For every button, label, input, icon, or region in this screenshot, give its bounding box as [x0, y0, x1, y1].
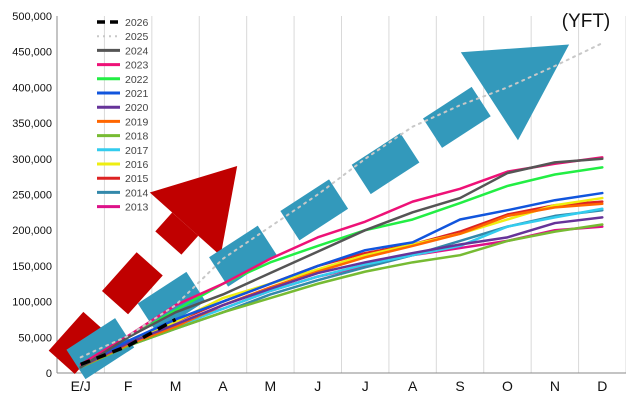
axes: 0 50,000 100,000 150,000 200,000 250,000 300,0…	[12, 11, 626, 394]
legend-label-2020: 2020	[125, 102, 149, 114]
legend-label-2016: 2016	[125, 159, 149, 171]
series-line-2025	[79, 42, 604, 359]
legend-label-2025: 2025	[125, 31, 149, 43]
trend-arrow-head	[149, 165, 238, 256]
series-line-2024	[79, 157, 604, 369]
y-tick-label: 50,000	[18, 332, 52, 344]
x-tick-label: A	[218, 378, 228, 394]
y-tick-label: 200,000	[12, 225, 52, 237]
x-tick-label: E/J	[71, 378, 91, 394]
x-tick-label: J	[314, 378, 321, 394]
trend-arrow-shaft	[48, 212, 199, 374]
series-line-2026	[80, 317, 177, 367]
y-tick-label: 300,000	[12, 154, 52, 166]
x-tick-label: M	[265, 378, 277, 394]
series-line-2018	[79, 223, 604, 369]
y-tick-label: 0	[46, 368, 52, 380]
trend-arrows	[48, 44, 570, 380]
y-tick-label: 450,000	[12, 47, 52, 59]
x-tick-label: N	[550, 378, 560, 394]
series-line-2019	[79, 202, 604, 368]
series-line-2020	[79, 216, 604, 368]
y-tick-label: 250,000	[12, 190, 52, 202]
legend-label-2022: 2022	[125, 74, 149, 86]
legend-label-2021: 2021	[125, 88, 149, 100]
x-tick-label: S	[455, 378, 464, 394]
x-tick-label: D	[597, 378, 607, 394]
x-tick-label: M	[170, 378, 182, 394]
legend-label-2015: 2015	[125, 173, 149, 185]
series-line-2021	[79, 191, 604, 368]
series-lines	[79, 42, 604, 369]
x-tick-label: F	[124, 378, 133, 394]
legend-label-2023: 2023	[125, 60, 149, 72]
chart-title: (YFT)	[562, 11, 611, 32]
legend: 2026 2025 2024 2023 2022 2021 2020 2019 2018 2017…	[97, 17, 149, 214]
series-line-2022	[79, 166, 604, 368]
legend-label-2013: 2013	[125, 202, 149, 214]
series-line-2016	[79, 196, 604, 368]
y-tick-label: 150,000	[12, 261, 52, 273]
y-tick-label: 100,000	[12, 297, 52, 309]
legend-label-2026: 2026	[125, 17, 149, 29]
legend-label-2018: 2018	[125, 131, 149, 143]
legend-label-2019: 2019	[125, 116, 149, 128]
y-tick-label: 350,000	[12, 118, 52, 130]
y-tick-label: 400,000	[12, 82, 52, 94]
y-tick-label: 500,000	[12, 11, 52, 23]
trend-arrow-head	[460, 44, 570, 141]
x-tick-label: A	[408, 378, 418, 394]
x-tick-label: O	[502, 378, 513, 394]
legend-label-2024: 2024	[125, 45, 149, 57]
x-tick-label: J	[362, 378, 369, 394]
legend-label-2014: 2014	[125, 187, 149, 199]
legend-label-2017: 2017	[125, 145, 149, 157]
